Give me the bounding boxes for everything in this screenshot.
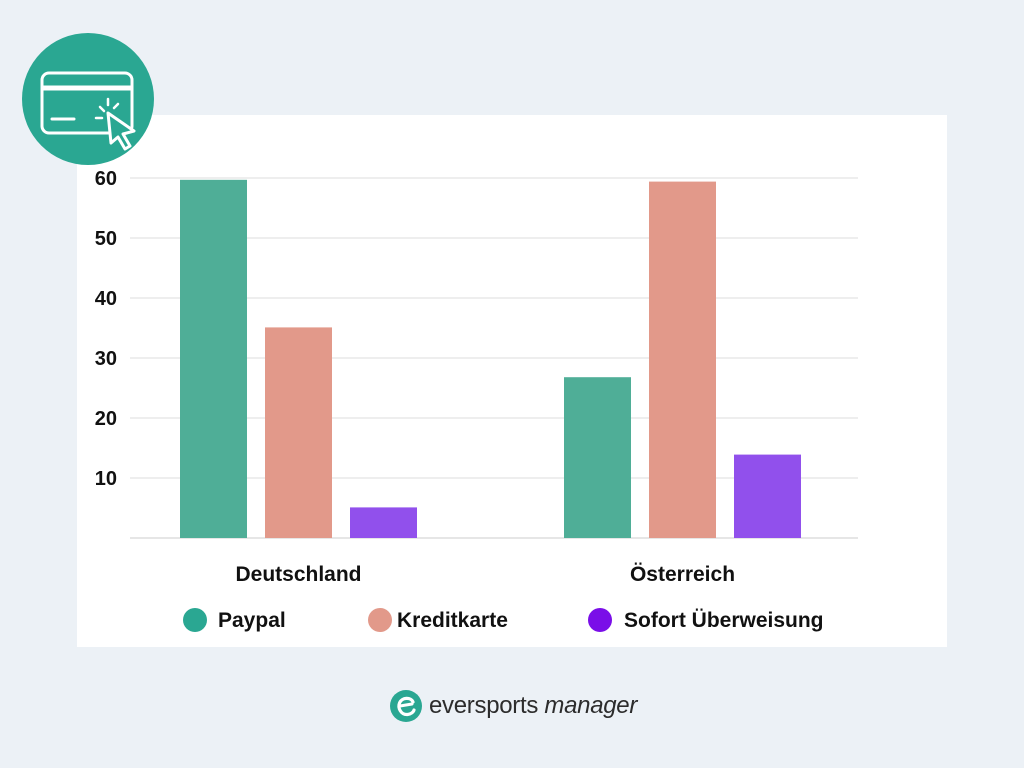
legend-label: Paypal: [218, 609, 286, 632]
legend-marker: [183, 608, 207, 632]
bar-paypal-0: [180, 179, 247, 539]
category-labels: Deutschland Österreich: [235, 563, 735, 586]
y-tick-label: 10: [95, 468, 117, 490]
eversports-logo-icon: [390, 690, 422, 722]
brand-name-primary: eversports: [429, 692, 539, 719]
brand-name-secondary: manager: [544, 692, 638, 719]
y-tick-label: 50: [95, 228, 117, 250]
legend-marker: [368, 608, 392, 632]
y-tick-label: 30: [95, 348, 117, 370]
x-category-label: Österreich: [630, 563, 735, 586]
gridlines: [130, 177, 858, 539]
legend-label: Sofort Überweisung: [624, 609, 824, 632]
y-tick-label: 40: [95, 288, 117, 310]
y-axis-ticks: 10 20 30 40 50 60: [95, 168, 117, 490]
bar-kreditkarte-1: [649, 181, 716, 538]
eversports-brand: eversports manager: [389, 688, 637, 724]
bars: [180, 179, 801, 539]
y-tick-label: 60: [95, 168, 117, 190]
legend: Paypal Kreditkarte Sofort Überweisung: [183, 608, 824, 632]
bar-kreditkarte-0: [265, 327, 332, 538]
credit-card-click-icon: [22, 33, 154, 165]
bar-sofort-berweisung-1: [734, 454, 801, 538]
bar-sofort-berweisung-0: [350, 507, 417, 538]
x-category-label: Deutschland: [235, 563, 361, 586]
legend-marker: [588, 608, 612, 632]
y-tick-label: 20: [95, 408, 117, 430]
bar-paypal-1: [564, 377, 631, 538]
brand-wordmark: eversports manager: [429, 692, 637, 720]
legend-label: Kreditkarte: [397, 609, 508, 632]
